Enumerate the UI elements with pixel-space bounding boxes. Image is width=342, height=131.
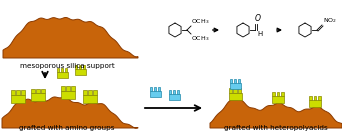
Bar — [79, 65, 81, 69]
Text: H: H — [257, 31, 262, 37]
Polygon shape — [2, 97, 138, 128]
Bar — [66, 86, 70, 91]
Bar — [176, 90, 179, 94]
Text: grafted with heteropolyacids: grafted with heteropolyacids — [224, 125, 328, 131]
Bar — [158, 87, 160, 91]
Bar — [309, 96, 312, 100]
Polygon shape — [210, 100, 342, 128]
Bar — [83, 90, 87, 95]
Bar — [272, 92, 275, 96]
Bar — [56, 72, 67, 78]
Text: grafted with amino groups: grafted with amino groups — [19, 125, 115, 131]
Bar — [61, 86, 65, 91]
Bar — [65, 68, 67, 72]
Bar — [21, 90, 25, 95]
Bar — [281, 92, 284, 96]
Bar — [229, 88, 232, 93]
Bar — [149, 91, 160, 97]
Bar — [309, 100, 321, 107]
Bar — [75, 69, 86, 75]
Bar — [11, 95, 25, 103]
Bar — [238, 88, 241, 93]
Bar — [314, 96, 316, 100]
Text: mesoporous silica support: mesoporous silica support — [19, 63, 114, 69]
Bar — [36, 89, 40, 94]
Bar — [88, 90, 92, 95]
Bar — [228, 93, 241, 100]
Bar — [318, 96, 321, 100]
Bar — [229, 83, 240, 89]
Bar — [71, 86, 75, 91]
Bar — [75, 65, 77, 69]
Bar — [150, 87, 153, 91]
Bar — [41, 89, 45, 94]
Bar — [31, 89, 35, 94]
Bar — [61, 91, 75, 99]
Bar — [83, 65, 85, 69]
Bar — [173, 90, 175, 94]
Bar — [277, 92, 279, 96]
Bar — [83, 95, 97, 103]
Text: NO$_2$: NO$_2$ — [323, 16, 337, 25]
Bar — [169, 90, 171, 94]
Bar — [57, 68, 60, 72]
Bar — [169, 94, 180, 100]
Bar — [93, 90, 97, 95]
Bar — [16, 90, 20, 95]
Bar — [230, 79, 232, 83]
Bar — [31, 94, 45, 101]
Bar — [272, 96, 284, 103]
Bar — [61, 68, 63, 72]
Text: O: O — [255, 14, 261, 23]
Bar — [234, 79, 236, 83]
Bar — [234, 88, 237, 93]
Bar — [154, 87, 156, 91]
Text: OCH$_3$: OCH$_3$ — [191, 34, 209, 43]
Bar — [11, 90, 15, 95]
Text: OCH$_3$: OCH$_3$ — [191, 17, 209, 26]
Bar — [238, 79, 240, 83]
Polygon shape — [3, 18, 138, 58]
